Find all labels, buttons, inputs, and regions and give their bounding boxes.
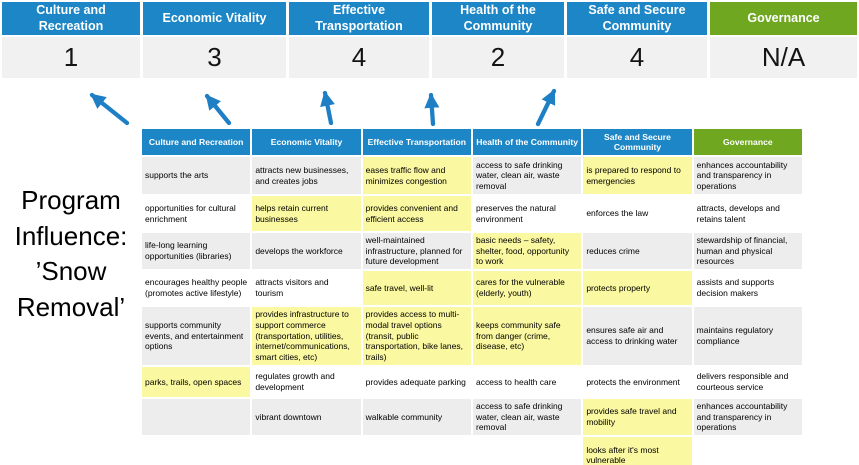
matrix-cell-highlighted: safe travel, well-lit [362,271,471,305]
matrix-row: life-long learning opportunities (librar… [142,233,802,269]
matrix-cell [142,436,251,465]
matrix-cell: assists and supports decision makers [693,271,802,305]
matrix-cell: regulates growth and development [252,367,361,397]
matrix-cell: access to health care [472,367,582,397]
matrix-cell: attracts new businesses, and creates job… [252,157,361,194]
matrix-cell-highlighted: provides access to multi-modal travel op… [362,307,471,365]
matrix-cell-highlighted: provides infrastructure to support comme… [252,307,361,365]
pillar-economic-vitality: Economic Vitality [143,2,286,35]
matrix-cell-highlighted: parks, trails, open spaces [142,367,251,397]
matrix-cell-highlighted: cares for the vulnerable (elderly, youth… [472,271,582,305]
matrix-cell-highlighted: looks after it's most vulnerable [583,436,692,465]
matrix-row: supports community events, and entertain… [142,307,802,365]
pillar-culture-recreation: Culture and Recreation [2,2,140,35]
matrix-header-row: Culture and Recreation Economic Vitality… [142,129,802,155]
score-row: 1 3 4 2 4 N/A [2,37,857,78]
matrix-row: encourages healthy people (promotes acti… [142,271,802,305]
program-influence-label: Program Influence: ’Snow Removal’ [14,185,128,322]
matrix-cell: preserves the natural environment [472,196,582,231]
matrix-cell: stewardship of financial, human and phys… [693,233,802,269]
matrix-cell: attracts visitors and tourism [252,271,361,305]
matrix-header-economic-vitality: Economic Vitality [252,129,361,155]
score-governance: N/A [710,37,857,78]
matrix-cell: access to safe drinking water, clean air… [472,157,582,194]
matrix-row: supports the arts attracts new businesses… [142,157,802,194]
score-health-of-community: 2 [432,37,564,78]
matrix-cell: ensures safe air and access to drinking … [583,307,692,365]
arrow-icon-5 [535,88,557,127]
matrix-row: opportunities for cultural enrichment hel… [142,196,802,231]
matrix-cell: provides adequate parking [362,367,471,397]
matrix-cell: develops the workforce [252,233,361,269]
matrix-cell-highlighted: is prepared to respond to emergencies [583,157,692,194]
matrix-row: looks after it's most vulnerable [142,436,802,465]
matrix-cell: encourages healthy people (promotes acti… [142,271,251,305]
influence-matrix: Culture and Recreation Economic Vitality… [140,127,804,465]
matrix-cell: supports the arts [142,157,251,194]
matrix-body: supports the arts attracts new businesses… [142,157,802,465]
pillar-label: Culture and Recreation [36,2,106,33]
matrix-cell: attracts, develops and retains talent [693,196,802,231]
arrow-icon-1 [89,92,130,126]
matrix-row: vibrant downtown walkable community access… [142,399,802,435]
matrix-cell: access to safe drinking water, clean air… [472,399,582,435]
matrix-cell-highlighted: provides safe travel and mobility [583,399,692,435]
matrix-cell-highlighted: protects property [583,271,692,305]
pillar-header-row: Culture and Recreation Economic Vitality… [2,2,857,35]
pillar-effective-transportation: Effective Transportation [289,2,429,35]
matrix-cell [252,436,361,465]
matrix-header-safe-secure-community: Safe and Secure Community [583,129,692,155]
score-culture-recreation: 1 [2,37,140,78]
score-safe-secure-community: 4 [567,37,707,78]
arrow-icon-3 [320,90,335,126]
matrix-cell-highlighted: keeps community safe from danger (crime,… [472,307,582,365]
matrix-row: parks, trails, open spaces regulates grow… [142,367,802,397]
matrix-cell-highlighted: eases traffic flow and minimizes congest… [362,157,471,194]
matrix-cell-highlighted: provides convenient and efficient access [362,196,471,231]
pillar-label: Economic Vitality [162,10,267,25]
matrix-cell: reduces crime [583,233,692,269]
arrow-icon-2 [204,93,232,126]
matrix-cell: maintains regulatory compliance [693,307,802,365]
matrix-cell: enhances accountability and transparency… [693,399,802,435]
matrix-cell: delivers responsible and courteous servi… [693,367,802,397]
pillar-health-of-community: Health of the Community [432,2,564,35]
matrix-cell [362,436,471,465]
matrix-header-health-of-community: Health of the Community [472,129,582,155]
matrix-cell: enhances accountability and transparency… [693,157,802,194]
score-economic-vitality: 3 [143,37,286,78]
influence-arrows [89,88,557,127]
matrix-cell: enforces the law [583,196,692,231]
matrix-cell: supports community events, and entertain… [142,307,251,365]
matrix-cell-highlighted: helps retain current businesses [252,196,361,231]
pillar-safe-secure-community: Safe and Secure Community [567,2,707,35]
pillar-label: Effective Transportation [315,2,403,33]
matrix-cell: life-long learning opportunities (librar… [142,233,251,269]
matrix-cell: opportunities for cultural enrichment [142,196,251,231]
matrix-cell: well-maintained infrastructure, planned … [362,233,471,269]
matrix-cell-highlighted: basic needs – safety, shelter, food, opp… [472,233,582,269]
arrow-icon-4 [424,92,440,127]
matrix-cell [142,399,251,435]
matrix-cell [472,436,582,465]
matrix-header-effective-transportation: Effective Transportation [362,129,471,155]
matrix-cell: walkable community [362,399,471,435]
matrix-cell: vibrant downtown [252,399,361,435]
score-effective-transportation: 4 [289,37,429,78]
pillar-label: Safe and Secure Community [588,2,686,33]
pillar-label: Health of the Community [460,2,536,33]
matrix-cell: protects the environment [583,367,692,397]
matrix-header-governance: Governance [693,129,802,155]
matrix-cell [693,436,802,465]
pillar-governance: Governance [710,2,857,35]
pillar-label: Governance [747,10,820,25]
matrix-header-culture-recreation: Culture and Recreation [142,129,251,155]
